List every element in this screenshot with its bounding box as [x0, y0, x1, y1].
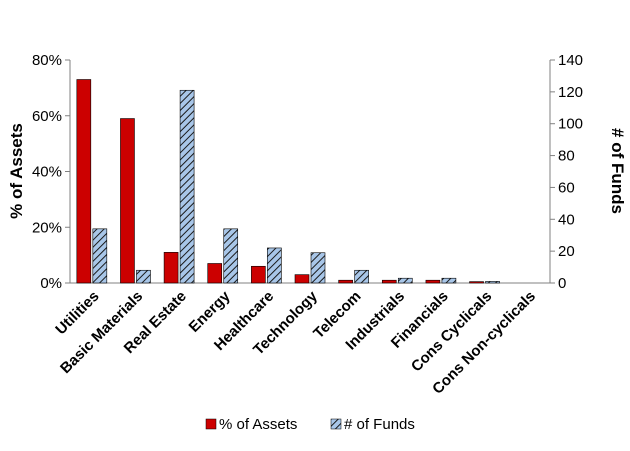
- bar-funds: [354, 269, 369, 284]
- right-axis-tick-label: 20: [558, 243, 575, 260]
- bar-assets: [120, 118, 135, 284]
- y2-axis-label: # of Funds: [608, 128, 627, 214]
- bar-funds: [397, 277, 413, 284]
- bar-assets: [294, 274, 310, 284]
- bar-funds: [310, 252, 326, 284]
- right-axis-tick-label: 40: [558, 211, 575, 228]
- left-axis-tick-label: 80%: [32, 52, 62, 69]
- bar-assets: [425, 279, 441, 284]
- bar-funds: [267, 247, 282, 284]
- legend-label-funds: # of Funds: [344, 416, 415, 433]
- bar-funds: [136, 269, 151, 284]
- legend: % of Assets # of Funds: [205, 416, 415, 433]
- right-axis-tick-label: 100: [558, 116, 583, 133]
- axes: [65, 59, 555, 284]
- right-axis-tick-label: 120: [558, 84, 583, 101]
- left-axis-tick-label: 40%: [32, 164, 62, 181]
- tick-labels: 0%20%40%60%80%020406080100120140Utilitie…: [32, 52, 583, 398]
- legend-swatch-funds: [330, 418, 342, 430]
- bar-assets: [163, 252, 179, 284]
- bar-funds: [441, 277, 457, 284]
- bar-funds: [179, 89, 195, 284]
- bar-assets: [207, 263, 223, 284]
- right-axis-tick-label: 60: [558, 179, 575, 196]
- bar-funds: [223, 228, 239, 284]
- bar-assets: [338, 279, 353, 284]
- right-axis-tick-label: 80: [558, 148, 575, 165]
- left-axis-tick-label: 20%: [32, 219, 62, 236]
- left-axis-tick-label: 60%: [32, 108, 62, 125]
- y-axis-label: % of Assets: [7, 123, 26, 219]
- right-axis-tick-label: 140: [558, 52, 583, 69]
- bar-assets: [381, 279, 397, 284]
- bar-assets: [76, 79, 92, 284]
- legend-label-assets: % of Assets: [219, 416, 297, 433]
- left-axis-tick-label: 0%: [40, 275, 62, 292]
- bar-assets: [251, 265, 266, 284]
- bar-funds: [485, 281, 500, 284]
- bar-assets: [469, 281, 484, 284]
- bars: [76, 79, 500, 284]
- legend-swatch-assets: [205, 418, 217, 430]
- bar-funds: [92, 228, 108, 284]
- right-axis-tick-label: 0: [558, 275, 566, 292]
